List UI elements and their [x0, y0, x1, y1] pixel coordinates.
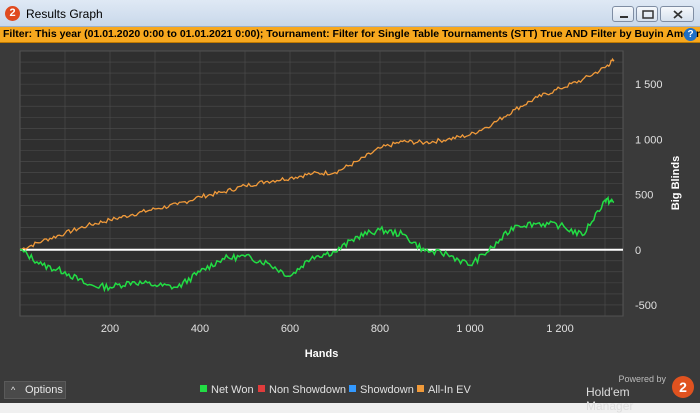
legend-item-non-showdown[interactable]: Non Showdown	[258, 384, 346, 398]
maximize-icon	[642, 10, 654, 19]
chevron-up-icon: ^	[11, 385, 16, 395]
legend-swatch	[200, 385, 207, 392]
options-label: Options	[25, 384, 63, 396]
legend-swatch	[417, 385, 424, 392]
close-icon	[673, 10, 683, 19]
legend-label: Non Showdown	[269, 384, 347, 396]
legend-item-showdown[interactable]: Showdown	[349, 384, 414, 398]
x-tick-label: 1 000	[456, 323, 484, 335]
filter-text: Filter: This year (01.01.2020 0:00 to 01…	[3, 28, 700, 40]
y-tick-label: 1 000	[635, 134, 663, 146]
x-tick-label: 400	[191, 323, 209, 335]
x-tick-label: 1 200	[546, 323, 574, 335]
filter-label: Filter:	[3, 28, 33, 40]
x-tick-label: 200	[101, 323, 119, 335]
minimize-button[interactable]	[612, 6, 634, 22]
y-tick-label: -500	[635, 300, 657, 312]
x-tick-label: 600	[281, 323, 299, 335]
maximize-button[interactable]	[636, 6, 658, 22]
window-titlebar: 2 Results Graph	[0, 0, 700, 27]
x-axis-title: Hands	[305, 348, 339, 360]
minimize-icon	[620, 16, 628, 18]
legend-label: Showdown	[360, 384, 414, 396]
y-tick-label: 0	[635, 245, 641, 257]
legend-swatch	[258, 385, 265, 392]
window-title: Results Graph	[26, 7, 103, 21]
legend-item-all-in-ev[interactable]: All-In EV	[417, 384, 471, 398]
y-tick-label: 500	[635, 190, 653, 202]
legend-swatch	[349, 385, 356, 392]
close-button[interactable]	[660, 6, 694, 22]
hem-logo-icon: 2	[672, 376, 694, 398]
legend-label: All-In EV	[428, 384, 471, 396]
results-chart: 200 400 600 800 1 000 1 200 -500 0 500 1 000 1 500…	[19, 50, 682, 360]
y-axis-title: Big Blinds	[670, 156, 682, 210]
legend-item-net-won[interactable]: Net Won	[200, 384, 254, 398]
app-logo-icon: 2	[5, 6, 20, 21]
series-line-all-in-ev	[19, 57, 615, 251]
filter-value: This year (01.01.2020 0:00 to 01.01.2021…	[35, 28, 700, 40]
brand: Powered by Hold'em Manager 2	[586, 371, 696, 413]
legend-label: Net Won	[211, 384, 254, 396]
x-tick-label: 800	[371, 323, 389, 335]
help-icon[interactable]: ?	[684, 28, 697, 41]
filter-bar[interactable]: Filter: This year (01.01.2020 0:00 to 01…	[0, 27, 700, 43]
y-tick-label: 1 500	[635, 79, 663, 91]
chart-area: 200 400 600 800 1 000 1 200 -500 0 500 1 000 1 500…	[0, 43, 700, 403]
options-button[interactable]: ^ Options	[4, 381, 66, 399]
powered-by-text: Powered by	[618, 374, 666, 384]
series-line-net-won	[19, 195, 615, 293]
brand-name: Hold'em Manager	[586, 385, 634, 413]
